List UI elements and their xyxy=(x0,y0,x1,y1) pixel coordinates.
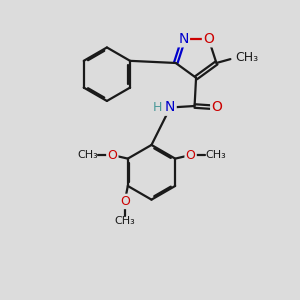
Text: O: O xyxy=(203,32,214,46)
Text: CH₃: CH₃ xyxy=(236,51,259,64)
Text: H: H xyxy=(152,101,162,114)
Text: CH₃: CH₃ xyxy=(115,216,135,226)
Text: N: N xyxy=(165,100,175,115)
Text: N: N xyxy=(178,32,189,46)
Text: O: O xyxy=(120,195,130,208)
Text: CH₃: CH₃ xyxy=(77,150,98,160)
Text: O: O xyxy=(212,100,222,115)
Text: CH₃: CH₃ xyxy=(205,150,226,160)
Text: O: O xyxy=(107,148,117,162)
Text: O: O xyxy=(186,148,196,162)
